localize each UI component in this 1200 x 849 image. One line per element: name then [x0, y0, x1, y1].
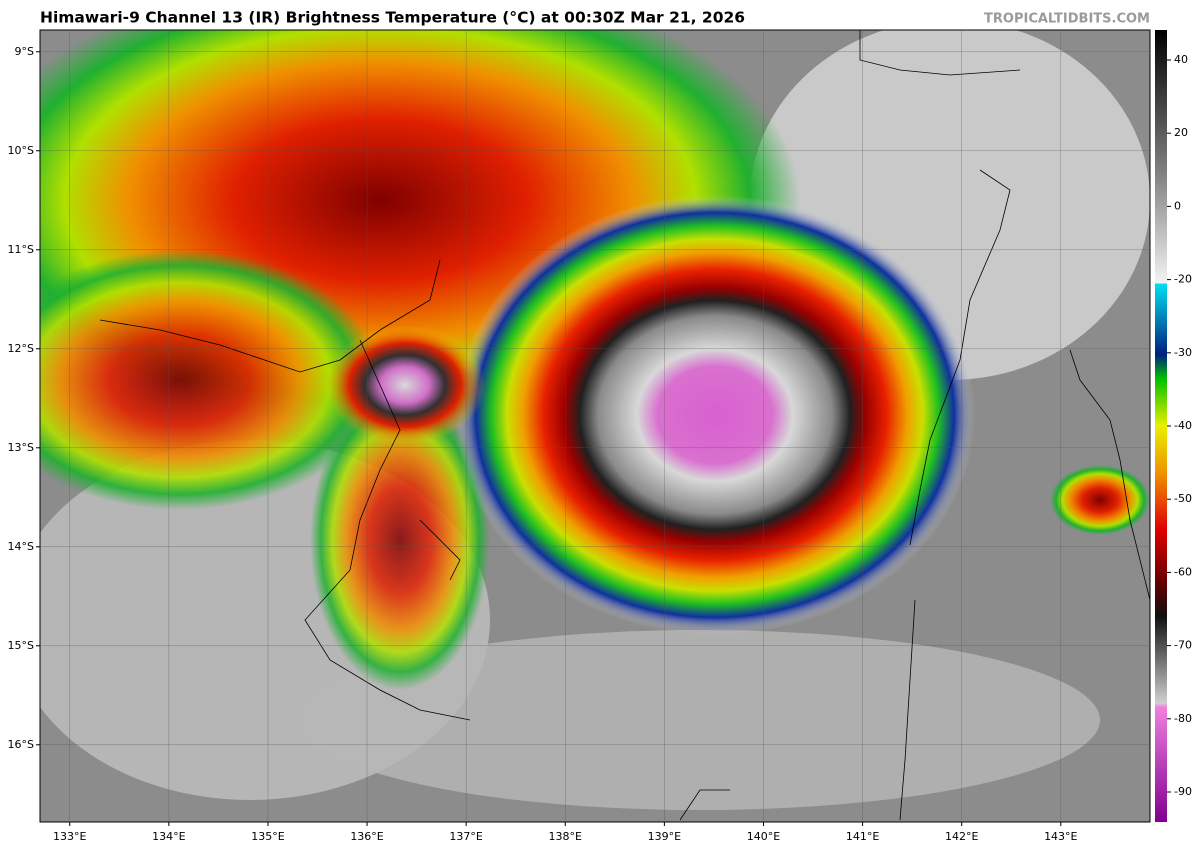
lon-label: 139°E: [648, 830, 681, 843]
lat-label: 12°S: [8, 342, 34, 355]
lat-label: 11°S: [8, 243, 34, 256]
colorbar-label: 0: [1174, 199, 1181, 212]
colorbar: [1155, 30, 1167, 822]
map-frame: [39, 29, 1151, 823]
lon-label: 143°E: [1044, 830, 1077, 843]
colorbar-label: -50: [1174, 492, 1192, 505]
colorbar-label: -60: [1174, 565, 1192, 578]
lat-label: 10°S: [8, 144, 34, 157]
colorbar-label: -80: [1174, 712, 1192, 725]
satellite-image: [40, 30, 1150, 822]
colorbar-label: 20: [1174, 126, 1188, 139]
colorbar-label: -20: [1174, 273, 1192, 286]
lon-label: 138°E: [549, 830, 582, 843]
colorbar-label: -40: [1174, 419, 1192, 432]
lon-label: 141°E: [846, 830, 879, 843]
lon-label: 134°E: [152, 830, 185, 843]
lat-label: 9°S: [15, 45, 34, 58]
lat-label: 16°S: [8, 738, 34, 751]
credit: TROPICALTIDBITS.COM: [984, 12, 1150, 27]
lon-label: 137°E: [449, 830, 482, 843]
title: Himawari-9 Channel 13 (IR) Brightness Te…: [40, 9, 745, 27]
lat-label: 14°S: [8, 540, 34, 553]
colorbar-label: -70: [1174, 639, 1192, 652]
lat-label: 13°S: [8, 441, 34, 454]
colorbar-label: -30: [1174, 346, 1192, 359]
lat-label: 15°S: [8, 639, 34, 652]
colorbar-label: -90: [1174, 785, 1192, 798]
lon-label: 133°E: [53, 830, 86, 843]
lon-label: 140°E: [747, 830, 780, 843]
lon-label: 142°E: [945, 830, 978, 843]
lon-label: 136°E: [350, 830, 383, 843]
colorbar-label: 40: [1174, 53, 1188, 66]
lon-label: 135°E: [251, 830, 284, 843]
